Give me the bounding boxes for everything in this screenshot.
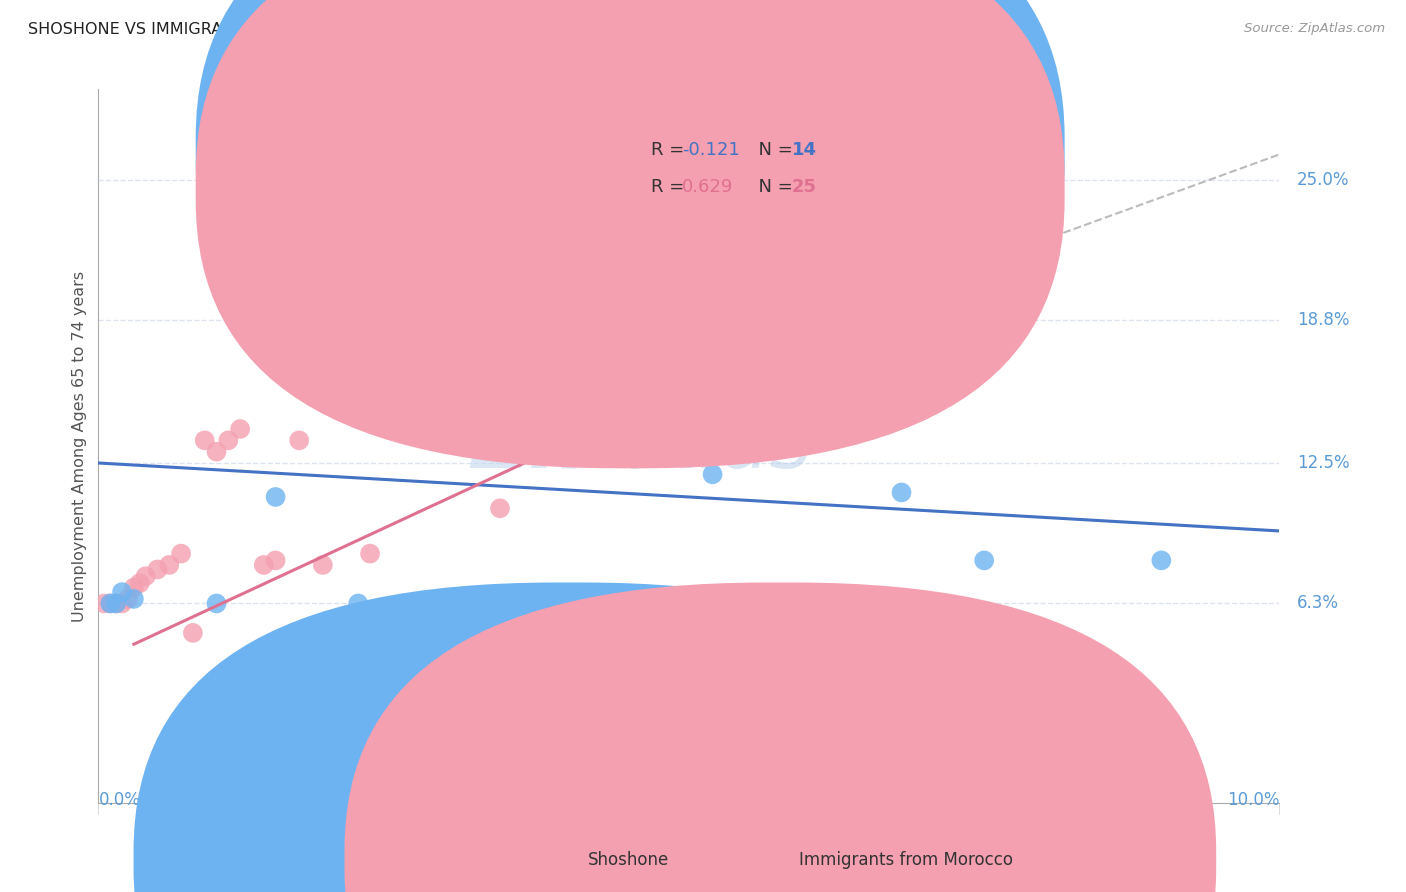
Point	[702, 467, 724, 482]
Text: 18.8%: 18.8%	[1298, 311, 1350, 329]
Text: R =: R =	[651, 141, 690, 159]
Point	[359, 547, 381, 561]
Point	[194, 434, 217, 448]
Point	[678, 297, 700, 311]
Text: 14: 14	[792, 141, 817, 159]
Text: SHOSHONE VS IMMIGRANTS FROM MOROCCO UNEMPLOYMENT AMONG AGES 65 TO 74 YEARS CORRE: SHOSHONE VS IMMIGRANTS FROM MOROCCO UNEM…	[28, 22, 965, 37]
Point	[406, 626, 429, 640]
Point	[205, 444, 228, 458]
Text: ZIP: ZIP	[471, 407, 619, 485]
Point	[105, 597, 128, 611]
Text: N =: N =	[747, 141, 799, 159]
Point	[264, 553, 287, 567]
Point	[453, 123, 475, 137]
Point	[299, 388, 322, 402]
Point	[288, 434, 311, 448]
Point	[312, 558, 335, 572]
Point	[501, 591, 523, 606]
Point	[111, 585, 134, 599]
Text: -0.121: -0.121	[682, 141, 740, 159]
Point	[98, 597, 121, 611]
Point	[973, 553, 995, 567]
Point	[347, 597, 370, 611]
Point	[229, 422, 252, 436]
Text: N =: N =	[747, 178, 799, 196]
Point	[146, 562, 169, 576]
Text: 25: 25	[792, 178, 817, 196]
Point	[157, 558, 180, 572]
Text: 0.0%: 0.0%	[98, 791, 141, 809]
Text: atlas: atlas	[619, 407, 813, 485]
Point	[111, 597, 134, 611]
Text: Immigrants from Morocco: Immigrants from Morocco	[799, 851, 1012, 869]
Point	[105, 597, 128, 611]
Point	[323, 268, 346, 282]
Point	[170, 547, 193, 561]
Point	[128, 576, 150, 591]
Text: 0.629: 0.629	[682, 178, 734, 196]
Point	[93, 597, 115, 611]
Point	[117, 591, 139, 606]
Point	[264, 490, 287, 504]
Point	[205, 597, 228, 611]
Point	[122, 591, 145, 606]
Point	[122, 581, 145, 595]
Point	[253, 558, 276, 572]
Point	[430, 615, 453, 629]
Point	[489, 501, 512, 516]
Point	[135, 569, 157, 583]
Point	[890, 485, 912, 500]
Text: Shoshone: Shoshone	[588, 851, 669, 869]
Text: 10.0%: 10.0%	[1227, 791, 1279, 809]
Text: Source: ZipAtlas.com: Source: ZipAtlas.com	[1244, 22, 1385, 36]
Point	[98, 597, 121, 611]
Text: 12.5%: 12.5%	[1298, 454, 1350, 472]
Point	[1150, 553, 1173, 567]
Text: R =: R =	[651, 178, 690, 196]
Y-axis label: Unemployment Among Ages 65 to 74 years: Unemployment Among Ages 65 to 74 years	[72, 270, 87, 622]
Point	[217, 434, 239, 448]
Text: 6.3%: 6.3%	[1298, 594, 1339, 613]
Text: 25.0%: 25.0%	[1298, 170, 1350, 189]
Point	[181, 626, 204, 640]
